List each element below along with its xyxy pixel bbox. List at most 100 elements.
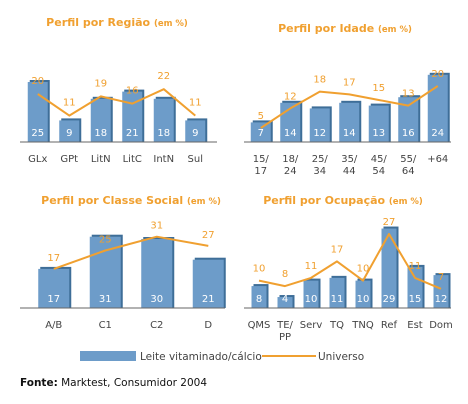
source-text: Marktest, Consumidor 2004 bbox=[58, 377, 208, 389]
bar-value-label: 4 bbox=[282, 294, 288, 305]
chart-title-main: Perfil por Idade bbox=[278, 22, 378, 35]
bar-value-label: 13 bbox=[372, 128, 385, 139]
category-tick-line: 35/ bbox=[341, 154, 358, 165]
bar bbox=[153, 98, 174, 142]
category-tick-line: 25/ bbox=[312, 154, 329, 165]
line-value-label: 10 bbox=[253, 264, 266, 275]
chart-title: Perfil por Ocupação (em %) bbox=[263, 194, 423, 207]
bar bbox=[339, 102, 360, 142]
category-tick-label: IntN bbox=[153, 154, 174, 165]
category-tick-line: 15/ bbox=[253, 154, 270, 165]
category-tick-line: 44 bbox=[343, 166, 356, 177]
line-value-label: 19 bbox=[94, 78, 107, 89]
chart-panel-4: Perfil por Ocupação (em %) 8 QMS 4 TE/PP 10 Se… bbox=[244, 194, 453, 343]
bar bbox=[303, 280, 319, 308]
chart-title: Perfil por Região (em %) bbox=[46, 16, 188, 29]
legend-bar-swatch bbox=[80, 351, 136, 361]
line-value-label: 25 bbox=[99, 235, 112, 246]
bar-value-label: 21 bbox=[126, 128, 139, 139]
bar bbox=[185, 120, 206, 142]
chart-title-unit: (em %) bbox=[389, 197, 423, 207]
line-value-label: 13 bbox=[402, 89, 415, 100]
line-value-label: 27 bbox=[383, 217, 396, 228]
line-value-label: 22 bbox=[157, 71, 170, 82]
line-value-label: 18 bbox=[313, 75, 326, 86]
category-tick-label: 15/17 bbox=[253, 154, 270, 177]
category-tick-label: Est bbox=[407, 320, 423, 331]
category-tick-label: Dom bbox=[429, 320, 453, 331]
category-tick-label: Sul bbox=[188, 154, 203, 165]
category-tick-line: 34 bbox=[313, 166, 326, 177]
category-tick-label: TNQ bbox=[351, 320, 374, 331]
chart-panel-2: Perfil por Idade (em %) 7 15/17 14 18/24 12 25… bbox=[244, 22, 451, 177]
line-value-label: 31 bbox=[150, 221, 163, 232]
bar-value-label: 10 bbox=[305, 294, 318, 305]
bar bbox=[192, 259, 224, 308]
line-value-label: 15 bbox=[372, 83, 385, 94]
line-value-label: 5 bbox=[258, 111, 264, 122]
bar bbox=[329, 277, 345, 308]
category-tick-label: 25/34 bbox=[312, 154, 329, 177]
universo-series-line bbox=[53, 235, 209, 270]
legend-bar-label: Leite vitaminado/cálcio bbox=[140, 351, 262, 363]
category-tick-label: GLx bbox=[28, 154, 47, 165]
category-tick-line: 54 bbox=[372, 166, 385, 177]
bar-value-label: 17 bbox=[47, 294, 60, 305]
category-tick-label: Ref bbox=[381, 320, 398, 331]
bar-value-label: 9 bbox=[66, 128, 72, 139]
bar-value-label: 10 bbox=[357, 294, 370, 305]
bar bbox=[277, 297, 293, 308]
category-tick-label: A/B bbox=[45, 320, 62, 331]
category-tick-line: TE/ bbox=[276, 320, 293, 331]
bar-value-label: 25 bbox=[31, 128, 44, 139]
category-tick-label: 18/24 bbox=[282, 154, 299, 177]
bar bbox=[407, 266, 423, 308]
chart-title-main: Perfil por Ocupação bbox=[263, 194, 389, 207]
bar-value-label: 18 bbox=[157, 128, 170, 139]
legend-line-label: Universo bbox=[318, 351, 364, 363]
category-tick-line: +64 bbox=[427, 154, 448, 165]
category-tick-line: 64 bbox=[402, 166, 415, 177]
category-tick-label: 55/64 bbox=[400, 154, 417, 177]
category-tick-label: TQ bbox=[329, 320, 344, 331]
line-value-label: 27 bbox=[202, 230, 215, 241]
line-value-label: 12 bbox=[284, 91, 297, 102]
chart-panel-3: Perfil por Classe Social (em %) 17 A/B 31 C1… bbox=[20, 194, 226, 331]
bar bbox=[90, 98, 111, 142]
line-value-label: 17 bbox=[331, 244, 344, 255]
category-tick-label: +64 bbox=[427, 154, 448, 165]
category-tick-label: 35/44 bbox=[341, 154, 358, 177]
category-tick-line: 55/ bbox=[400, 154, 417, 165]
bar-value-label: 14 bbox=[343, 128, 356, 139]
line-value-label: 11 bbox=[409, 261, 422, 272]
bar-value-label: 30 bbox=[150, 294, 163, 305]
bar-value-label: 14 bbox=[284, 128, 297, 139]
bar-value-label: 8 bbox=[256, 294, 262, 305]
bar-value-label: 9 bbox=[192, 128, 198, 139]
category-tick-label: Serv bbox=[300, 320, 323, 331]
bar bbox=[122, 91, 143, 142]
chart-title-unit: (em %) bbox=[187, 197, 221, 207]
bar-value-label: 11 bbox=[331, 294, 344, 305]
line-value-label: 8 bbox=[282, 269, 288, 280]
line-value-label: 20 bbox=[31, 76, 44, 87]
bar bbox=[141, 239, 173, 308]
category-tick-label: LitC bbox=[123, 154, 142, 165]
line-value-label: 17 bbox=[47, 253, 60, 264]
bar-value-label: 18 bbox=[94, 128, 107, 139]
category-tick-line: 45/ bbox=[371, 154, 388, 165]
bar bbox=[355, 280, 371, 308]
line-value-label: 11 bbox=[63, 98, 76, 109]
category-tick-line: 24 bbox=[284, 166, 297, 177]
universo-series-line bbox=[258, 233, 442, 290]
category-tick-label: C1 bbox=[99, 320, 112, 331]
bar-value-label: 21 bbox=[202, 294, 215, 305]
bar bbox=[433, 275, 449, 308]
universo-series-line bbox=[37, 88, 196, 117]
chart-title-unit: (em %) bbox=[154, 19, 188, 29]
bar-value-label: 7 bbox=[258, 128, 264, 139]
bar-value-label: 12 bbox=[313, 128, 326, 139]
chart-title-unit: (em %) bbox=[378, 25, 412, 35]
line-value-label: 20 bbox=[431, 69, 444, 80]
